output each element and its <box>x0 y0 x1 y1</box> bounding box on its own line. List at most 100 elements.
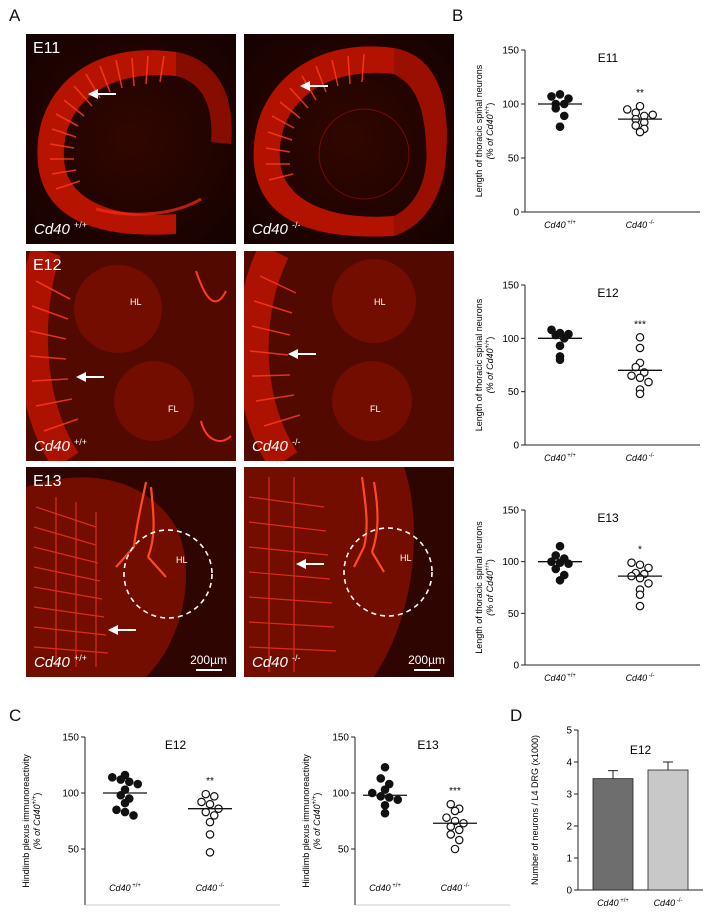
data-point-knockout <box>205 817 215 827</box>
data-point-wildtype <box>376 774 386 783</box>
data-point-wildtype <box>376 792 386 801</box>
data-point-knockout <box>205 848 215 857</box>
chart-title: E12 <box>597 286 619 300</box>
y-tick-label: 50 <box>68 845 80 856</box>
y-tick-label: 3 <box>566 790 572 801</box>
panel-letter-d: D <box>510 706 523 725</box>
y-tick-label: 100 <box>62 789 79 800</box>
y-tick-label: 50 <box>338 845 350 856</box>
data-point-wildtype <box>393 795 403 805</box>
data-point-wildtype <box>555 89 565 99</box>
hindlimb-label: HL <box>176 555 188 565</box>
bar-wildtype <box>592 778 634 891</box>
data-point-wildtype <box>551 104 561 113</box>
y-tick-label: 0 <box>513 441 519 452</box>
y-tick-label: 4 <box>566 758 572 769</box>
data-point-knockout <box>644 377 653 387</box>
data-point-knockout <box>627 558 636 568</box>
y-tick-label: 0 <box>566 886 572 897</box>
data-point-knockout <box>446 822 456 831</box>
y-axis-label: Hindlimb plexus immunoreactivity(% of Cd… <box>301 754 322 888</box>
data-point-wildtype <box>555 122 565 131</box>
y-tick-label: 50 <box>508 609 520 620</box>
data-point-knockout <box>446 830 456 839</box>
y-tick-label: 150 <box>502 281 519 292</box>
chart-b-e12: 0 50 100 150 E12 Length of thoracic spinal ne… <box>474 281 700 463</box>
data-point-wildtype <box>380 785 390 794</box>
data-point-knockout <box>635 601 645 611</box>
x-category-label: Cd40 -/- <box>626 220 655 230</box>
chart-title: E12 <box>165 738 187 752</box>
data-point-knockout <box>209 811 219 820</box>
embryo-e13-wt-image <box>26 467 236 677</box>
data-point-knockout <box>442 813 451 822</box>
data-point-knockout <box>205 830 215 839</box>
y-tick-label: 150 <box>62 733 79 744</box>
significance-label: * <box>638 545 642 556</box>
x-category-label: Cd40 +/+ <box>597 898 629 908</box>
y-tick-label: 0 <box>513 208 519 219</box>
hindlimb-label: HL <box>130 297 142 307</box>
data-point-wildtype <box>559 111 569 121</box>
genotype-label-wt: Cd40 +/+ <box>34 653 88 671</box>
y-axis-label: Number of neurons / L4 DRG (x1000) <box>530 735 540 885</box>
hindlimb-label: HL <box>400 553 412 563</box>
data-point-knockout <box>635 343 645 353</box>
x-category-label: Cd40 -/- <box>626 453 655 463</box>
data-point-knockout <box>201 807 211 817</box>
scale-bar: 200µm <box>408 653 445 671</box>
chart-title: E12 <box>630 743 652 757</box>
data-point-wildtype <box>384 779 394 789</box>
embryo-e12-ko-image <box>244 251 454 461</box>
data-point-wildtype <box>107 773 117 782</box>
bar-knockout <box>647 769 689 891</box>
data-point-knockout <box>450 844 460 854</box>
data-point-wildtype <box>551 564 561 574</box>
stage-label-e13: E13 <box>33 473 62 490</box>
data-point-knockout <box>648 110 658 120</box>
data-point-wildtype <box>129 811 138 820</box>
micrograph-e13-knockout: HL Cd40 -/- 200µm <box>244 467 454 677</box>
data-point-knockout <box>635 560 645 570</box>
data-point-wildtype <box>120 807 130 817</box>
data-point-knockout <box>446 799 456 809</box>
data-point-wildtype <box>124 777 134 787</box>
micrograph-e11-wildtype: E11 Cd40 +/+ <box>26 34 236 244</box>
data-point-knockout <box>635 332 645 342</box>
chart-d-e12: 0 1 2 3 4 5 E12 Number of neurons / L4 DRG (x10… <box>530 726 703 908</box>
x-category-label: Cd40 +/+ <box>544 453 576 463</box>
data-point-wildtype <box>555 355 565 364</box>
x-category-label: Cd40 +/+ <box>369 883 401 893</box>
y-axis-label: Length of thoracic spinal neurons(% of C… <box>474 298 495 431</box>
data-point-knockout <box>450 806 460 816</box>
x-category-label: Cd40 +/+ <box>544 673 576 683</box>
data-point-wildtype <box>555 575 565 585</box>
y-tick-label: 1 <box>566 854 572 865</box>
data-point-knockout <box>197 797 206 807</box>
genotype-label-ko: Cd40 -/- <box>252 437 301 455</box>
scale-bar: 200µm <box>190 653 227 671</box>
data-point-wildtype <box>555 558 565 568</box>
data-point-wildtype <box>116 775 126 784</box>
micrograph-e12-wildtype: E12 HL FL Cd40 +/+ <box>26 251 236 461</box>
y-axis-label: Length of thoracic spinal neurons(% of C… <box>474 64 495 197</box>
y-tick-label: 100 <box>502 334 519 345</box>
significance-label: *** <box>634 319 646 330</box>
data-point-wildtype <box>380 762 390 772</box>
significance-label: ** <box>206 776 214 787</box>
y-axis-label: Hindlimb plexus immunoreactivity(% of Cd… <box>21 754 42 888</box>
panel-letter-b: B <box>452 6 464 25</box>
chart-b-e13: 0 50 100 150 E13 Length of thoracic spinal ne… <box>474 506 700 683</box>
embryo-e13-ko-image <box>244 467 454 677</box>
data-point-knockout <box>635 127 645 137</box>
y-tick-label: 100 <box>502 100 519 111</box>
data-point-wildtype <box>555 541 565 551</box>
genotype-label-ko: Cd40 -/- <box>252 653 301 671</box>
data-point-wildtype <box>551 551 561 560</box>
chart-title: E13 <box>597 511 619 525</box>
x-category-label: Cd40 -/- <box>626 673 655 683</box>
micrograph-e13-wildtype: E13 HL Cd40 +/+ 200µm <box>26 467 236 677</box>
data-point-wildtype <box>112 805 121 815</box>
data-point-wildtype <box>555 341 565 351</box>
genotype-label-wt: Cd40 +/+ <box>34 437 88 455</box>
